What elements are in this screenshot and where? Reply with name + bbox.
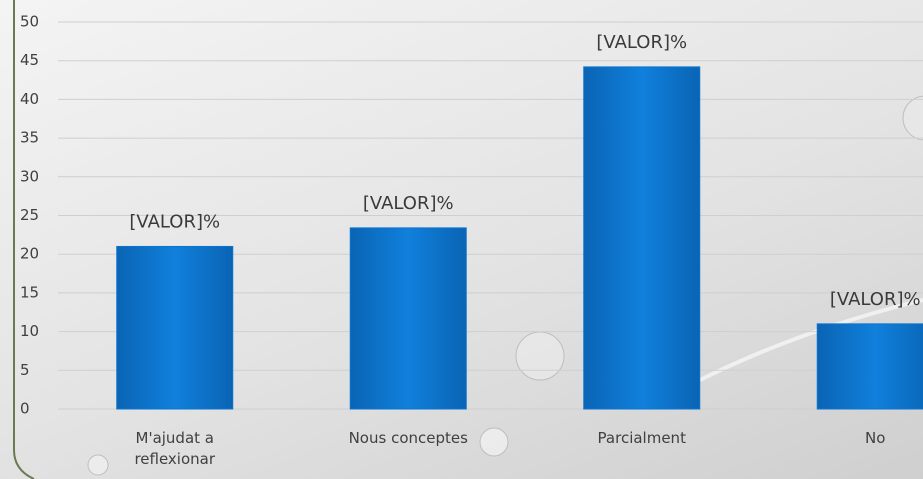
decor-bubble	[516, 332, 564, 380]
value-label: [VALOR]%	[596, 32, 687, 53]
x-tick-label: Parcialment	[572, 428, 712, 449]
y-tick-label: 45	[20, 51, 39, 69]
y-tick-label: 15	[20, 283, 39, 301]
x-tick-label: M'ajudat a reflexionar	[105, 428, 245, 470]
y-tick-label: 30	[20, 167, 39, 185]
y-tick-label: 10	[20, 322, 39, 340]
y-tick-label: 5	[20, 361, 30, 379]
decor-bubble	[480, 428, 508, 456]
y-tick-label: 35	[20, 129, 39, 147]
y-tick-label: 50	[20, 13, 39, 31]
bar	[817, 324, 923, 409]
y-tick-label: 0	[20, 400, 30, 418]
y-tick-label: 40	[20, 90, 39, 108]
slide: 0 5 10 15 20 25 30 35 40 45 50 [VALOR]% [VALOR]% [VAL…	[0, 0, 923, 479]
chart: 0 5 10 15 20 25 30 35 40 45 50 [VALOR]% [VALOR]% [VAL…	[0, 0, 923, 479]
value-label: [VALOR]%	[830, 289, 921, 310]
x-tick-label: Nous conceptes	[338, 428, 478, 449]
bar	[584, 67, 700, 409]
y-tick-label: 20	[20, 245, 39, 263]
y-tick-label: 25	[20, 206, 39, 224]
bar	[117, 246, 233, 409]
bar	[350, 228, 466, 409]
x-tick-label: No	[805, 428, 923, 449]
decor-bubble	[903, 96, 923, 140]
value-label: [VALOR]%	[129, 211, 220, 232]
value-label: [VALOR]%	[363, 193, 454, 214]
